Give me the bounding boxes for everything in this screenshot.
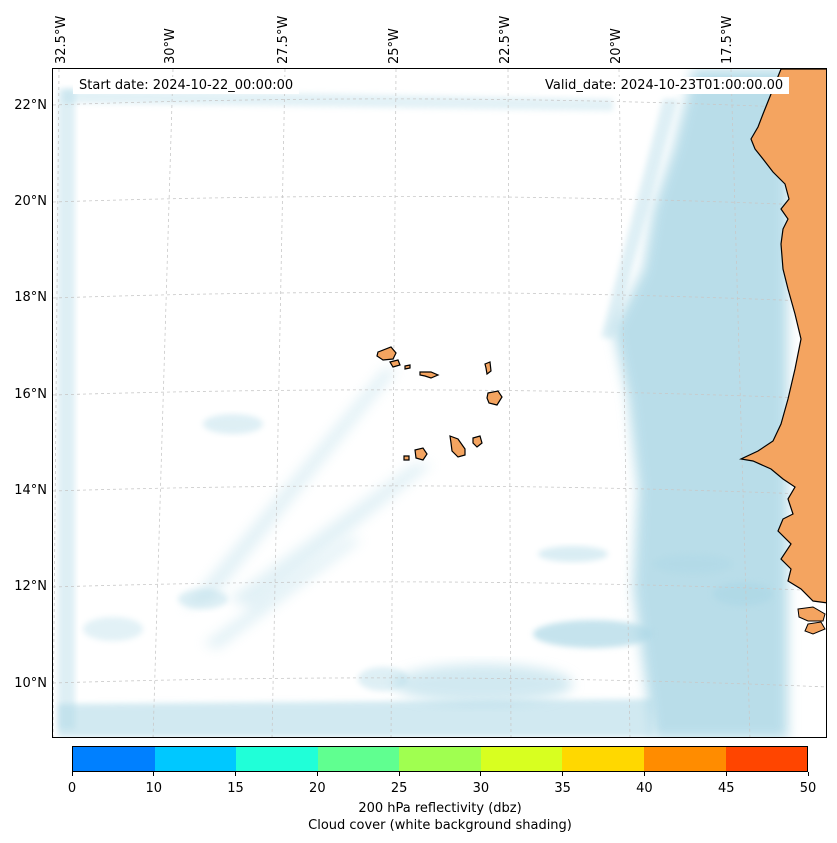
island-boa-vista (486, 390, 503, 406)
cloud-blob (178, 589, 228, 609)
colorbar-tick-label: 40 (636, 781, 653, 796)
colorbar-tick-label: 25 (390, 781, 408, 796)
meridian-line (618, 69, 631, 737)
colorbar-tick-mark (316, 772, 318, 776)
lon-label: 17.5°W (720, 15, 735, 64)
lon-label: 32.5°W (54, 15, 69, 64)
cloud-blob (533, 620, 653, 648)
lat-label: 22°N (14, 98, 47, 113)
meridian-line (271, 69, 286, 737)
island-santiago (449, 435, 466, 458)
meridian-line (730, 69, 751, 737)
colorbar-segment (643, 747, 726, 771)
cloud-band-west (58, 89, 75, 729)
lat-label: 14°N (14, 483, 47, 498)
colorbar-tick-label: 45 (717, 781, 735, 796)
lon-label: 20°W (609, 28, 624, 64)
lat-label: 16°N (14, 387, 47, 402)
colorbar-segment (73, 747, 155, 771)
colorbar-segment (154, 747, 237, 771)
coastal-islands (797, 606, 826, 622)
cloud-blob (538, 546, 608, 562)
graticule (53, 69, 826, 737)
colorbar-tick-label: 0 (67, 781, 77, 796)
colorbar-segment (480, 747, 563, 771)
colorbar-tick-mark (235, 772, 237, 776)
cloud-blob (83, 617, 143, 641)
meridian-line (390, 69, 397, 737)
island-sao-nicolau (419, 371, 440, 379)
colorbar-segment (399, 747, 481, 771)
colorbar-tick-label: 20 (309, 781, 326, 796)
valid-date-label: Valid_date: 2024-10-23T01:00:00.00 (539, 77, 790, 94)
map-panel (52, 68, 827, 738)
cloud-band-south (58, 699, 653, 737)
cloud-band-diagonal (203, 539, 363, 649)
colorbar-tick-label: 10 (145, 781, 163, 796)
cloud-blob (358, 667, 408, 691)
colorbar-tick-mark (153, 772, 155, 776)
island-maio (472, 435, 483, 448)
cloud-cover-layer (58, 69, 788, 737)
cloud-blob (393, 664, 573, 704)
cloud-band-streak (601, 99, 678, 339)
colorbar-tick-mark (480, 772, 482, 776)
colorbar-segment (725, 747, 808, 771)
lat-label: 20°N (14, 194, 47, 209)
colorbar-segment (562, 747, 644, 771)
colorbar-tick-label: 35 (554, 781, 571, 796)
africa-coastline (739, 69, 826, 604)
cloud-band-diagonal (183, 369, 398, 609)
colorbar-tick-mark (643, 772, 645, 776)
cloud-blob (713, 582, 773, 606)
cloud-band-diagonal (228, 464, 433, 609)
colorbar-tick-mark (398, 772, 400, 776)
colorbar-segment (317, 747, 400, 771)
colorbar-tick-label: 30 (472, 781, 490, 796)
colorbar-tick-mark (562, 772, 564, 776)
colorbar-subtitle: Cloud cover (white background shading) (308, 818, 572, 833)
lon-label: 25°W (387, 28, 402, 64)
colorbar-title: 200 hPa reflectivity (dbz) (358, 801, 522, 816)
lat-label: 10°N (14, 676, 47, 691)
lat-label: 12°N (14, 579, 47, 594)
island-sal (484, 361, 492, 376)
cloud-band-north (63, 89, 613, 111)
colorbar-tick-label: 50 (799, 781, 817, 796)
colorbar-tick-mark (725, 772, 727, 776)
map-canvas (53, 69, 826, 737)
cloud-blob (653, 554, 733, 574)
lon-label: 27.5°W (276, 15, 291, 64)
island-santo-antao (376, 346, 397, 361)
meridian-line (53, 69, 60, 737)
colorbar-tick-label: 15 (227, 781, 244, 796)
colorbar-tick-mark (807, 772, 809, 776)
reflectivity-colorbar (72, 746, 808, 772)
meridian-line (507, 69, 512, 737)
island-santa-luzia (404, 364, 411, 370)
meridian-line (152, 69, 174, 737)
start-date-label: Start date: 2024-10-22_00:00:00 (73, 77, 300, 94)
colorbar-segment (236, 747, 318, 771)
cloud-blob (203, 414, 263, 434)
coastal-islands (804, 621, 826, 635)
lon-label: 22.5°W (498, 15, 513, 64)
island-fogo (414, 447, 428, 461)
cape-verde-islands (376, 346, 503, 461)
island-brava (403, 455, 410, 461)
cloud-mass-east (613, 69, 788, 737)
lat-label: 18°N (14, 290, 47, 305)
lon-label: 30°W (163, 28, 178, 64)
colorbar-tick-mark (71, 772, 73, 776)
island-sao-vicente (389, 359, 401, 368)
